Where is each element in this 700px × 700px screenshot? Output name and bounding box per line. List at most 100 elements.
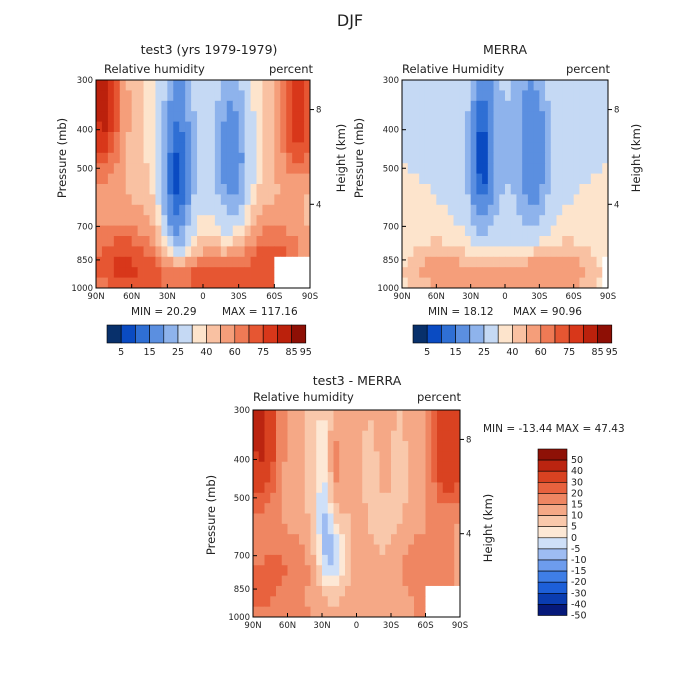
heatmap-cell xyxy=(280,111,287,122)
heatmap-cell xyxy=(287,606,294,618)
heatmap-cell xyxy=(131,184,139,195)
heatmap-cell xyxy=(470,184,477,195)
heatmap-cell xyxy=(131,121,139,133)
heatmap-cell xyxy=(499,215,506,226)
heatmap-cell xyxy=(533,204,540,216)
heatmap-cell xyxy=(208,90,216,102)
heatmap-cell xyxy=(339,554,346,566)
heatmap-cell xyxy=(442,492,449,504)
heatmap-cell xyxy=(414,461,421,473)
heatmap-cell xyxy=(185,204,192,216)
heatmap-cell xyxy=(545,267,552,278)
heatmap-cell xyxy=(327,544,334,556)
heatmap-cell xyxy=(304,575,311,587)
heatmap-cell xyxy=(442,236,449,247)
colorbar-swatch xyxy=(248,324,264,344)
heatmap-cell xyxy=(545,111,552,122)
heatmap-cell xyxy=(442,606,449,618)
heatmap-cell xyxy=(298,152,305,164)
heatmap-cell xyxy=(316,420,323,432)
heatmap-cell xyxy=(356,513,363,525)
heatmap-cell xyxy=(431,461,438,473)
heatmap-cell xyxy=(264,430,271,442)
heatmap-cell xyxy=(304,451,311,463)
heatmap-cell xyxy=(262,90,269,102)
heatmap-cell xyxy=(107,236,115,247)
heatmap-cell xyxy=(276,482,283,494)
heatmap-cell xyxy=(274,194,281,206)
heatmap-cell xyxy=(304,596,311,608)
heatmap-cell xyxy=(545,142,552,154)
heatmap-cell xyxy=(567,277,575,289)
heatmap-cell xyxy=(602,184,609,195)
heatmap-cell xyxy=(276,441,283,452)
heatmap-cell xyxy=(505,267,512,278)
y-tick-label: 850 xyxy=(77,256,93,266)
heatmap-cell xyxy=(385,544,392,556)
heatmap-cell xyxy=(333,492,340,504)
heatmap-cell xyxy=(556,152,563,164)
heatmap-cell xyxy=(585,277,592,289)
heatmap-cell xyxy=(510,132,517,143)
heatmap-cell xyxy=(516,163,523,174)
heatmap-cell xyxy=(373,534,380,545)
x-tick-label: 30N xyxy=(313,621,330,631)
heatmap-cell xyxy=(447,152,454,164)
heatmap-cell xyxy=(173,277,180,289)
heatmap-cell xyxy=(262,256,269,268)
heatmap-cell xyxy=(368,544,375,556)
heatmap-cell xyxy=(244,111,251,122)
heatmap-cell xyxy=(567,163,575,174)
heatmap-cell xyxy=(562,236,569,247)
heatmap-cell xyxy=(356,523,363,535)
heatmap-cell xyxy=(590,267,597,278)
heatmap-cell xyxy=(447,184,454,195)
heatmap-cell xyxy=(425,513,432,525)
heatmap-cell xyxy=(459,236,466,247)
heatmap-cell xyxy=(454,596,461,608)
heatmap-cell xyxy=(316,482,323,494)
heatmap-cell xyxy=(262,215,269,226)
heatmap-cell xyxy=(191,277,198,289)
heatmap-cell xyxy=(470,204,477,216)
heatmap-cell xyxy=(208,142,216,154)
heatmap-cell xyxy=(339,596,346,608)
heatmap-cell xyxy=(322,461,329,473)
heatmap-cell xyxy=(562,194,569,206)
heatmap-cell xyxy=(281,461,288,473)
heatmap-cell xyxy=(270,513,277,525)
heatmap-cell xyxy=(391,492,398,504)
heatmap-cell xyxy=(487,163,494,174)
heatmap-cell xyxy=(464,132,472,143)
heatmap-cell xyxy=(149,194,156,206)
heatmap-cell xyxy=(482,277,489,289)
heatmap-cell xyxy=(125,256,133,268)
heatmap-cell xyxy=(573,267,580,278)
heatmap-cell xyxy=(298,184,305,195)
heatmap-cell xyxy=(316,410,323,421)
heatmap-cell xyxy=(425,441,432,452)
heatmap-cell xyxy=(208,204,216,216)
heatmap-cell xyxy=(487,215,494,226)
heatmap-cell xyxy=(425,503,432,514)
heatmap-cell xyxy=(408,492,415,504)
heatmap-cell xyxy=(424,215,432,226)
heatmap-cell xyxy=(408,575,415,587)
heatmap-cell xyxy=(533,80,540,91)
heatmap-cell xyxy=(579,173,586,185)
heatmap-cell xyxy=(510,246,517,258)
heatmap-cell xyxy=(373,441,380,452)
heatmap-cell xyxy=(454,523,461,535)
heatmap-cell xyxy=(101,236,109,247)
heatmap-cell xyxy=(226,132,234,143)
heatmap-cell xyxy=(556,163,563,174)
colorbar-swatch xyxy=(597,324,613,344)
heatmap-cell xyxy=(590,184,597,195)
heatmap-cell xyxy=(137,236,144,247)
heatmap-cell xyxy=(253,596,260,608)
heatmap-cell xyxy=(567,90,575,102)
heatmap-cell xyxy=(516,215,523,226)
heatmap-cells xyxy=(96,80,311,289)
heatmap-cell xyxy=(373,554,380,566)
heatmap-cell xyxy=(345,565,352,576)
